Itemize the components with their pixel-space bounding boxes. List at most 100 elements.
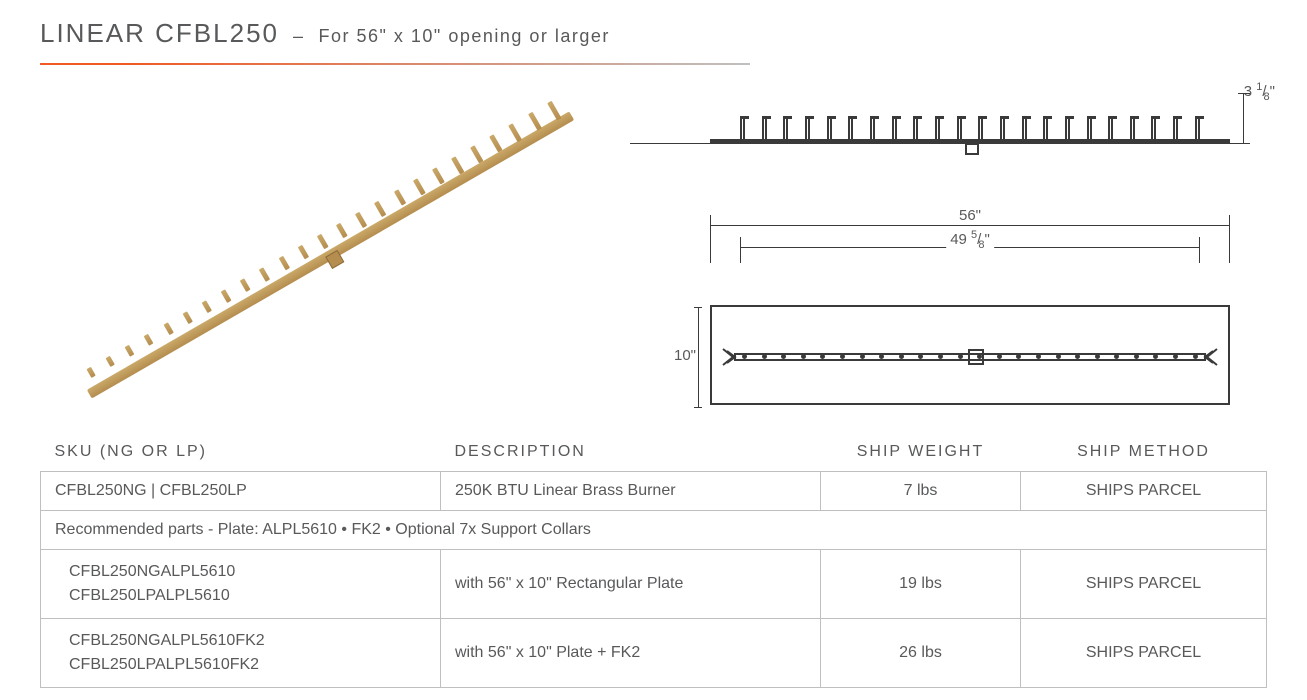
dim-inner-tick-r bbox=[1199, 237, 1200, 263]
dim-10-tick-bottom bbox=[694, 407, 702, 408]
dim-10-tick-top bbox=[694, 307, 702, 308]
burner-jet bbox=[297, 245, 309, 260]
dim-inner-tick-l bbox=[740, 237, 741, 263]
tube-dot bbox=[899, 354, 904, 359]
side-jet bbox=[1000, 119, 1005, 139]
side-jet bbox=[957, 119, 962, 139]
burner-jet bbox=[470, 145, 483, 163]
side-jet bbox=[740, 119, 745, 139]
burner-jet bbox=[431, 167, 444, 184]
sku-line: CFBL250NGALPL5610FK2 bbox=[69, 629, 426, 653]
dim-inner-4958: 49 5/8" bbox=[740, 237, 1200, 257]
side-jet bbox=[1087, 119, 1092, 139]
th-method: SHIP METHOD bbox=[1021, 435, 1267, 472]
dim-outer-tick-l bbox=[710, 215, 711, 263]
side-jet bbox=[1173, 119, 1178, 139]
recommended-row: Recommended parts - Plate: ALPL5610 • FK… bbox=[41, 511, 1267, 550]
title-row: LINEAR CFBL250 – For 56" x 10" opening o… bbox=[40, 18, 1267, 49]
tube-dot bbox=[1036, 354, 1041, 359]
burner-jet bbox=[355, 212, 367, 228]
dim-outer-tick-r bbox=[1229, 215, 1230, 263]
title-main: LINEAR CFBL250 bbox=[40, 18, 279, 49]
dim-318-tick-bottom bbox=[630, 143, 1250, 144]
side-center-fitting bbox=[965, 143, 979, 155]
side-elevation: 3 1/8" bbox=[710, 91, 1230, 161]
tube-dot bbox=[1134, 354, 1139, 359]
bracket-right bbox=[1198, 347, 1220, 367]
tube-dot bbox=[1193, 354, 1198, 359]
burner-jet bbox=[220, 289, 231, 303]
side-jet bbox=[783, 119, 788, 139]
burner-jet bbox=[105, 356, 115, 367]
side-jet bbox=[762, 119, 767, 139]
cell-method: SHIPS PARCEL bbox=[1021, 472, 1267, 511]
burner-jet bbox=[489, 134, 503, 152]
tube-dot bbox=[938, 354, 943, 359]
brass-burner bbox=[86, 111, 573, 398]
cell-desc: with 56" x 10" Rectangular Plate bbox=[441, 550, 821, 619]
burner-jet bbox=[547, 101, 561, 120]
th-weight: SHIP WEIGHT bbox=[821, 435, 1021, 472]
burner-jet bbox=[124, 345, 134, 357]
dim-height-318: 3 1/8" bbox=[1244, 81, 1275, 103]
tube-dot bbox=[1114, 354, 1119, 359]
dim-318-tick-top bbox=[1238, 93, 1250, 94]
side-jet bbox=[978, 119, 983, 139]
figures-row: 3 1/8" 56" 49 5/8" bbox=[40, 75, 1267, 425]
table-row: CFBL250NGALPL5610 CFBL250LPALPL5610 with… bbox=[41, 550, 1267, 619]
burner-jet bbox=[240, 278, 251, 292]
burner-jet bbox=[259, 267, 270, 281]
burner-jet bbox=[527, 112, 541, 131]
burner-jet bbox=[144, 334, 154, 346]
side-jet bbox=[870, 119, 875, 139]
dim-318-arrow bbox=[1243, 93, 1244, 143]
dim-10-vline bbox=[698, 307, 699, 407]
tube-dot bbox=[860, 354, 865, 359]
burner-jets bbox=[77, 96, 568, 390]
tube-dot bbox=[958, 354, 963, 359]
burner-jet bbox=[163, 322, 173, 335]
cell-weight: 7 lbs bbox=[821, 472, 1021, 511]
burner-jet bbox=[335, 223, 347, 239]
tube-dot bbox=[879, 354, 884, 359]
burner-jet bbox=[86, 367, 95, 378]
tube-dot bbox=[801, 354, 806, 359]
dim-inner-label: 49 5/8" bbox=[946, 229, 994, 251]
side-jet bbox=[1022, 119, 1027, 139]
side-jet bbox=[1151, 119, 1156, 139]
table-header-row: SKU (NG OR LP) DESCRIPTION SHIP WEIGHT S… bbox=[41, 435, 1267, 472]
cell-weight: 19 lbs bbox=[821, 550, 1021, 619]
cell-sku: CFBL250NGALPL5610FK2 CFBL250LPALPL5610FK… bbox=[41, 619, 441, 688]
sku-line: CFBL250LPALPL5610 bbox=[69, 584, 426, 608]
sku-line: CFBL250NGALPL5610 bbox=[69, 560, 426, 584]
side-jet bbox=[1043, 119, 1048, 139]
side-jet bbox=[935, 119, 940, 139]
cell-method: SHIPS PARCEL bbox=[1021, 550, 1267, 619]
side-jet bbox=[805, 119, 810, 139]
dim-height-10: 10" bbox=[674, 347, 696, 364]
dim-outer-label: 56" bbox=[955, 207, 985, 224]
cell-method: SHIPS PARCEL bbox=[1021, 619, 1267, 688]
side-jet bbox=[848, 119, 853, 139]
burner-jet bbox=[451, 156, 464, 174]
burner-jet bbox=[182, 311, 192, 324]
bracket-left bbox=[720, 347, 742, 367]
cell-recommended: Recommended parts - Plate: ALPL5610 • FK… bbox=[41, 511, 1267, 550]
title-underline bbox=[40, 63, 750, 65]
tube-dot bbox=[1173, 354, 1178, 359]
side-jet bbox=[913, 119, 918, 139]
th-sku: SKU (NG OR LP) bbox=[41, 435, 441, 472]
table-row: CFBL250NG | CFBL250LP 250K BTU Linear Br… bbox=[41, 472, 1267, 511]
tube-dot bbox=[762, 354, 767, 359]
tube-dot bbox=[997, 354, 1002, 359]
tube-dot bbox=[1095, 354, 1100, 359]
burner-jet bbox=[412, 178, 425, 195]
tube-dot bbox=[918, 354, 923, 359]
tube-dot bbox=[742, 354, 747, 359]
side-jet bbox=[1195, 119, 1200, 139]
side-jets bbox=[740, 119, 1200, 139]
cell-weight: 26 lbs bbox=[821, 619, 1021, 688]
side-jet bbox=[1108, 119, 1113, 139]
burner-jet bbox=[393, 190, 406, 207]
cell-sku: CFBL250NGALPL5610 CFBL250LPALPL5610 bbox=[41, 550, 441, 619]
